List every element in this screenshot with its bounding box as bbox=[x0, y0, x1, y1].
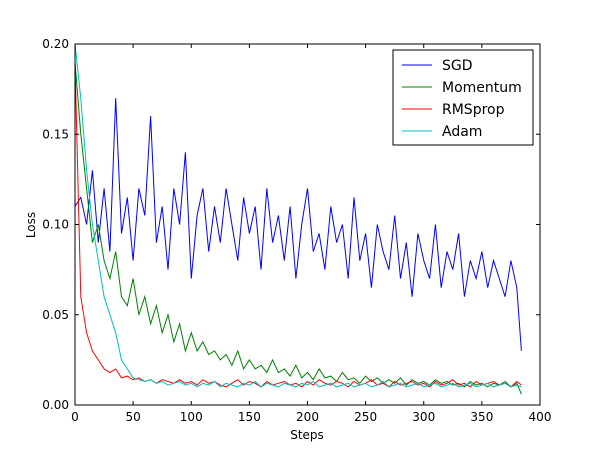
x-axis-label: Steps bbox=[290, 428, 324, 442]
y-axis-ticks: 0.00 0.05 0.10 0.15 0.20 bbox=[42, 37, 540, 412]
x-tick-label: 50 bbox=[125, 410, 140, 424]
y-tick-label: 0.20 bbox=[42, 37, 69, 51]
y-tick-label: 0.00 bbox=[42, 398, 69, 412]
x-tick-label: 250 bbox=[354, 410, 377, 424]
y-tick-label: 0.15 bbox=[42, 127, 69, 141]
series-line-momentum bbox=[75, 62, 522, 395]
x-axis-ticks: 0 50 100 150 200 250 300 350 400 bbox=[71, 44, 551, 424]
x-tick-label: 300 bbox=[412, 410, 435, 424]
series-line-adam bbox=[75, 44, 522, 388]
x-tick-label: 150 bbox=[238, 410, 261, 424]
legend-label-sgd: SGD bbox=[442, 58, 473, 74]
legend-label-adam: Adam bbox=[442, 124, 482, 140]
legend-label-momentum: Momentum bbox=[442, 80, 522, 96]
x-tick-label: 0 bbox=[71, 410, 79, 424]
x-tick-label: 400 bbox=[529, 410, 552, 424]
legend-items: SGD Momentum RMSprop Adam bbox=[402, 58, 522, 140]
x-tick-label: 200 bbox=[296, 410, 319, 424]
x-tick-label: 350 bbox=[470, 410, 493, 424]
legend-label-rmsprop: RMSprop bbox=[442, 102, 505, 118]
x-tick-label: 100 bbox=[180, 410, 203, 424]
y-tick-label: 0.05 bbox=[42, 308, 69, 322]
series-line-sgd bbox=[75, 98, 522, 351]
legend-box bbox=[392, 49, 534, 146]
y-tick-label: 0.10 bbox=[42, 218, 69, 232]
y-axis-label: Loss bbox=[24, 212, 38, 238]
series-layer bbox=[75, 44, 522, 395]
legend: SGD Momentum RMSprop Adam bbox=[392, 49, 534, 146]
